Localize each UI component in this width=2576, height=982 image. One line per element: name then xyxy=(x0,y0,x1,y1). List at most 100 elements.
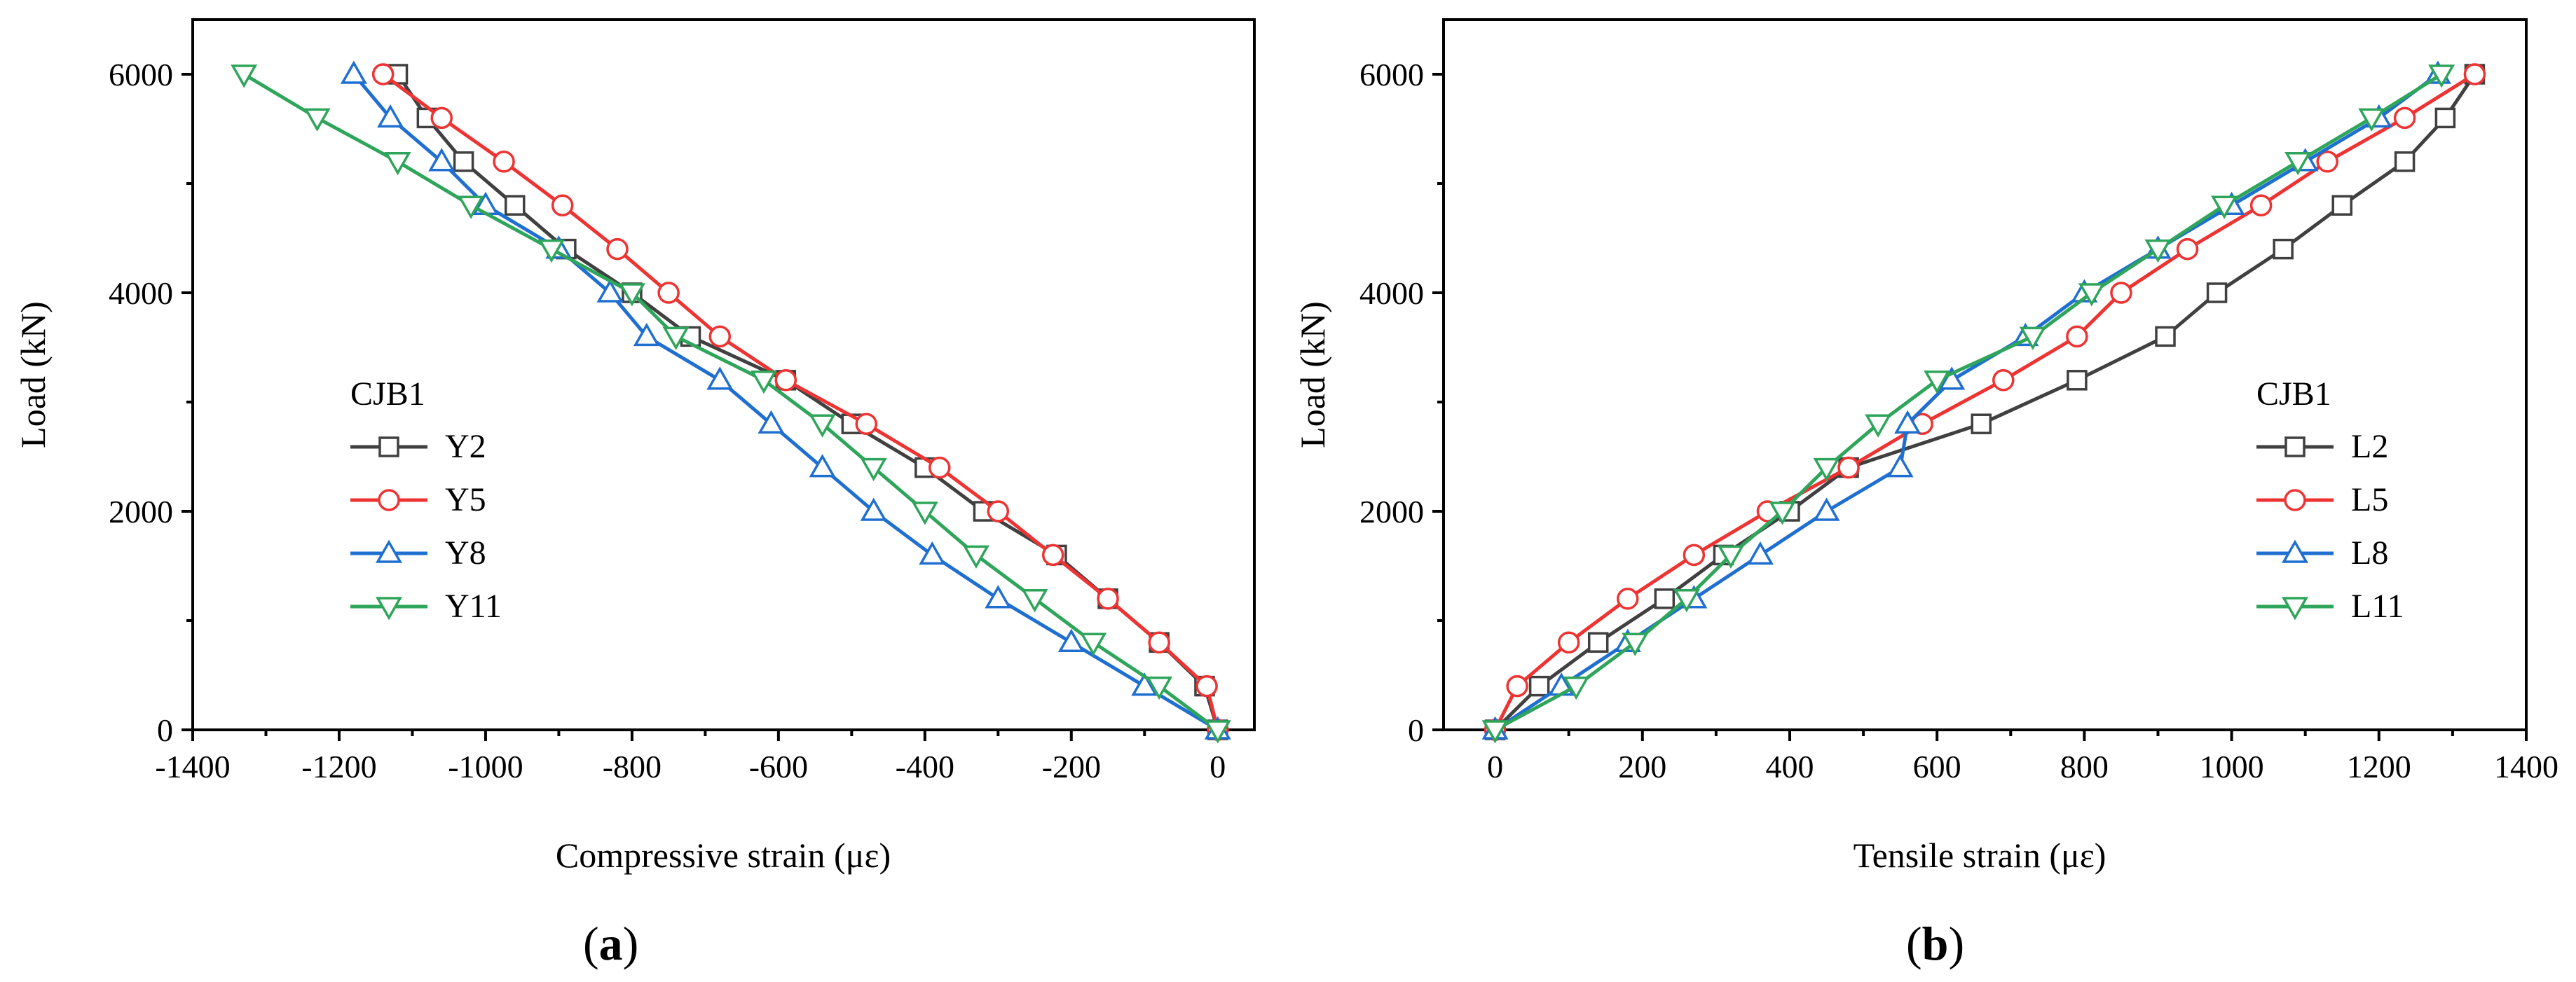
data-point-L2 xyxy=(1971,413,1992,434)
x-tick-label-b: 400 xyxy=(1765,749,1814,784)
series-line-L11 xyxy=(1494,72,2443,732)
legend-a: CJB1 Y2 Y5 Y8 Y11 xyxy=(350,375,502,625)
data-point-L2 xyxy=(1587,632,1609,653)
data-point-L11 xyxy=(1813,457,1840,482)
data-point-Y5 xyxy=(1041,544,1064,567)
plot-frame-b xyxy=(1442,18,2528,731)
data-point-Y5 xyxy=(657,282,680,304)
legend-item-L2: L2 xyxy=(2256,428,2388,465)
legend-b: CJB1 L2 L5 L8 L11 xyxy=(2256,375,2404,625)
data-point-L11 xyxy=(1673,589,1700,613)
data-point-L2 xyxy=(2206,282,2228,303)
data-point-L8 xyxy=(1894,410,1921,434)
data-point-Y11 xyxy=(1146,676,1173,700)
y-tick-label-a: 6000 xyxy=(109,57,173,92)
data-point-Y11 xyxy=(458,195,485,219)
x-tick-label-a: 0 xyxy=(1210,749,1226,784)
y-tick-label-b: 2000 xyxy=(1359,494,1424,530)
data-point-L5 xyxy=(1617,588,1639,610)
data-point-Y11 xyxy=(231,64,258,88)
data-point-Y8 xyxy=(919,541,946,565)
data-point-Y11 xyxy=(1204,720,1231,744)
y-axis-title-a: Load (kN) xyxy=(13,301,53,448)
data-point-L5 xyxy=(1557,631,1580,653)
data-point-Y5 xyxy=(928,456,951,479)
legend-item-Y2: Y2 xyxy=(350,428,486,465)
x-tick-label-b: 1000 xyxy=(2200,749,2264,784)
series-line-L2 xyxy=(1493,73,2476,731)
legend-label-L8: L8 xyxy=(2351,534,2388,572)
x-tick-label-b: 800 xyxy=(2060,749,2109,784)
legend-label-Y2: Y2 xyxy=(445,428,486,465)
data-point-L2 xyxy=(2434,107,2456,129)
series-Y11 xyxy=(231,64,1231,744)
data-point-L11 xyxy=(1717,545,1744,569)
data-point-Y8 xyxy=(860,497,887,521)
data-point-L5 xyxy=(1992,369,2015,392)
data-point-Y11 xyxy=(809,414,836,438)
data-point-L2 xyxy=(2331,195,2352,216)
data-point-Y8 xyxy=(758,410,785,434)
data-point-Y5 xyxy=(606,237,629,261)
series-line-L5 xyxy=(1493,72,2476,731)
legend-item-Y8: Y8 xyxy=(350,534,486,572)
y-tick-label-b: 0 xyxy=(1408,712,1424,748)
series-line-Y11 xyxy=(242,72,1219,732)
legend-item-L5: L5 xyxy=(2256,481,2388,518)
data-point-Y8 xyxy=(1131,672,1158,696)
series-Y8 xyxy=(340,60,1231,740)
data-point-Y8 xyxy=(809,454,836,478)
data-point-Y11 xyxy=(1080,632,1107,656)
y-tick-label-a: 2000 xyxy=(109,494,173,530)
data-point-L11 xyxy=(2428,64,2455,88)
chart-panel-a: -1400 -1200 -1000 -800 -600 -400 -200 0 0 2000 400… xyxy=(13,18,1256,970)
data-point-L11 xyxy=(2358,108,2385,132)
legend-title-a: CJB1 xyxy=(350,375,425,413)
x-tick-label-a: -200 xyxy=(1042,749,1101,784)
x-tick-label-b: 600 xyxy=(1913,749,1961,784)
data-point-Y11 xyxy=(662,326,690,350)
data-point-Y5 xyxy=(551,194,574,216)
data-point-L11 xyxy=(1563,676,1590,700)
legend-label-L11: L11 xyxy=(2351,588,2404,625)
legend-item-L8: L8 xyxy=(2256,534,2388,572)
data-point-Y5 xyxy=(774,369,797,392)
data-point-Y11 xyxy=(860,457,887,482)
data-point-Y11 xyxy=(384,152,411,176)
data-point-L8 xyxy=(1938,366,1966,390)
y-tick-label-b: 6000 xyxy=(1359,57,1424,92)
series-line-Y8 xyxy=(352,73,1219,732)
data-point-Y2 xyxy=(453,151,474,172)
data-point-L11 xyxy=(1769,502,1796,525)
data-point-Y8 xyxy=(706,366,734,390)
legend-swatch-marker-L11 xyxy=(2281,597,2309,621)
legend-label-Y11: Y11 xyxy=(445,588,502,625)
data-point-Y5 xyxy=(493,151,515,173)
legend-label-L5: L5 xyxy=(2351,481,2388,518)
x-tick-label-b: 1400 xyxy=(2494,749,2558,784)
data-point-Y11 xyxy=(911,502,938,525)
legend-swatch-marker-Y2 xyxy=(378,436,399,457)
data-point-L2 xyxy=(2273,238,2294,260)
data-point-Y8 xyxy=(985,585,1012,609)
y-tick-label-a: 0 xyxy=(157,712,173,748)
data-point-L5 xyxy=(2249,194,2273,216)
data-point-L11 xyxy=(1622,632,1649,656)
data-point-L8 xyxy=(1813,497,1840,521)
legend-swatch-marker-Y8 xyxy=(375,539,403,563)
legend-item-Y5: Y5 xyxy=(350,481,486,518)
data-point-L5 xyxy=(1506,675,1528,698)
series-L2 xyxy=(1484,64,2486,740)
data-point-Y5 xyxy=(430,106,453,130)
data-point-Y11 xyxy=(1021,589,1048,613)
series-L11 xyxy=(1481,64,2455,744)
panel-label-b: (b) xyxy=(1906,917,1964,970)
data-point-Y8 xyxy=(428,148,455,172)
data-point-L5 xyxy=(2463,63,2486,85)
data-point-L5 xyxy=(2316,151,2338,173)
data-point-Y5 xyxy=(1097,588,1119,610)
x-tick-label-a: -1000 xyxy=(448,749,523,784)
y-tick-label-b: 4000 xyxy=(1359,275,1424,311)
legend-swatch-marker-Y11 xyxy=(375,597,403,621)
x-tick-label-a: -600 xyxy=(749,749,808,784)
